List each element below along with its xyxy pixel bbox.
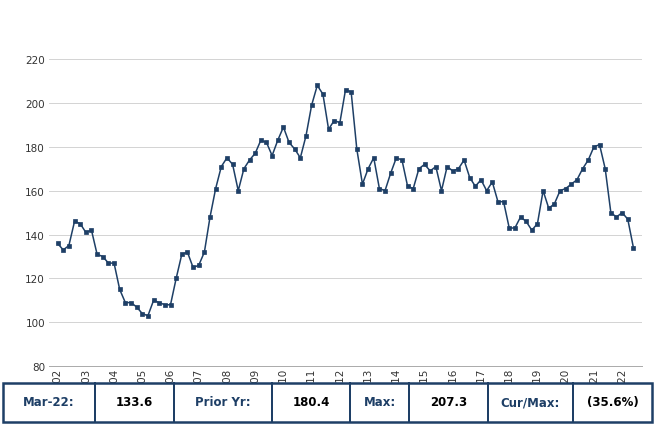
Text: 180.4: 180.4 [292,395,330,408]
Bar [3,383,652,422]
Text: Max:: Max: [364,395,396,408]
Text: 207.3: 207.3 [430,395,467,408]
Text: (35.6%): (35.6%) [586,395,639,408]
Text: Mar-22:: Mar-22: [24,395,75,408]
Text: 133.6: 133.6 [116,395,153,408]
Text: Cur/Max:: Cur/Max: [501,395,560,408]
Text: Housing Affordability Composite Index: Housing Affordability Composite Index [123,15,532,34]
Text: Prior Yr:: Prior Yr: [195,395,250,408]
